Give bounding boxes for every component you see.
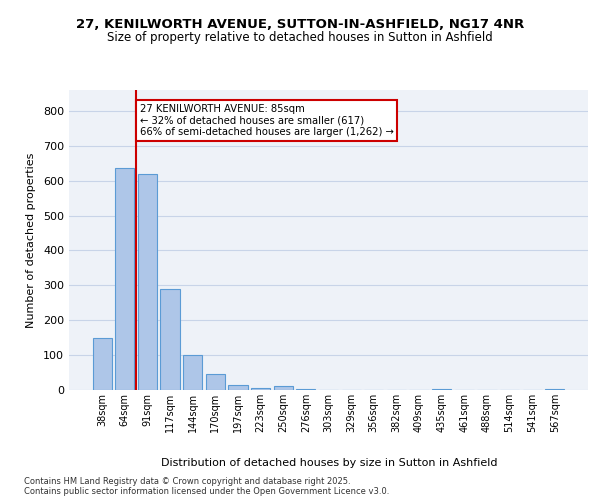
Bar — [206, 374, 225, 390]
Bar — [274, 386, 293, 390]
Bar — [183, 355, 202, 390]
Text: Contains HM Land Registry data © Crown copyright and database right 2025.: Contains HM Land Registry data © Crown c… — [24, 478, 350, 486]
Text: Contains public sector information licensed under the Open Government Licence v3: Contains public sector information licen… — [24, 488, 389, 496]
Bar — [251, 388, 270, 390]
Y-axis label: Number of detached properties: Number of detached properties — [26, 152, 36, 328]
Bar — [138, 174, 157, 390]
Bar — [92, 338, 112, 390]
Text: 27, KENILWORTH AVENUE, SUTTON-IN-ASHFIELD, NG17 4NR: 27, KENILWORTH AVENUE, SUTTON-IN-ASHFIEL… — [76, 18, 524, 30]
Bar — [115, 168, 134, 390]
Bar — [229, 385, 248, 390]
Text: Size of property relative to detached houses in Sutton in Ashfield: Size of property relative to detached ho… — [107, 31, 493, 44]
Bar — [160, 289, 180, 390]
Text: 27 KENILWORTH AVENUE: 85sqm
← 32% of detached houses are smaller (617)
66% of se: 27 KENILWORTH AVENUE: 85sqm ← 32% of det… — [140, 104, 394, 137]
Text: Distribution of detached houses by size in Sutton in Ashfield: Distribution of detached houses by size … — [161, 458, 497, 468]
